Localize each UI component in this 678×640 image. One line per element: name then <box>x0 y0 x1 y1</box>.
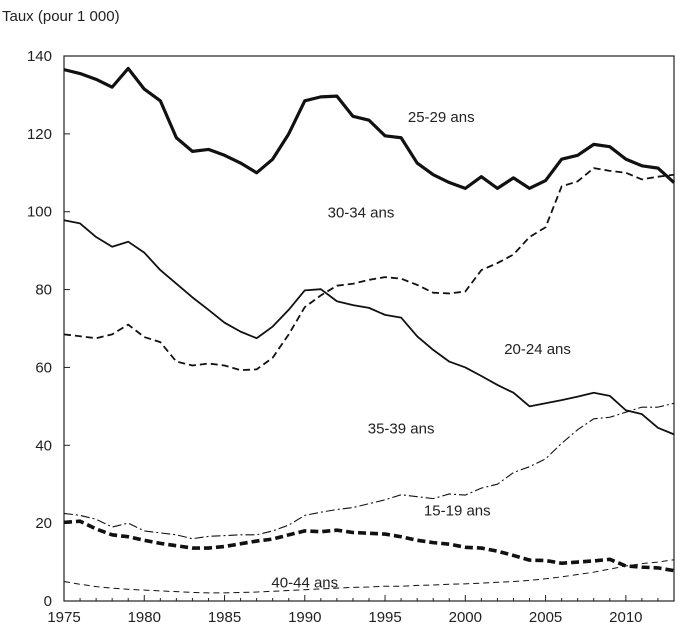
series-line-30-34-ans <box>63 167 675 372</box>
y-tick-label: 80 <box>35 282 52 299</box>
series-line-35-39-ans <box>63 402 675 540</box>
y-axis-title: Taux (pour 1 000) <box>2 8 120 25</box>
series-lines <box>63 66 676 594</box>
y-tick-label: 60 <box>35 359 52 376</box>
x-tick-label: 2000 <box>449 609 482 626</box>
y-tick-label: 120 <box>27 126 52 143</box>
series-label: 15-19 ans <box>424 502 491 519</box>
y-tick-label: 40 <box>35 437 52 454</box>
plot-frame <box>63 55 675 602</box>
y-tick-label: 100 <box>27 204 52 221</box>
x-tick-label: 2010 <box>609 609 642 626</box>
x-tick-label: 1990 <box>288 609 321 626</box>
series-line-15-19-ans <box>63 519 675 573</box>
series-label: 35-39 ans <box>368 421 435 438</box>
x-tick-label: 1985 <box>208 609 241 626</box>
series-labels: 25-29 ans 30-34 ans 20-24 ans 35-39 ans 15-1… <box>271 109 570 591</box>
series-line-40-44-ans <box>63 559 675 594</box>
series-label: 40-44 ans <box>271 574 338 591</box>
y-tick-label: 140 <box>27 48 52 65</box>
x-tick-label: 1995 <box>368 609 401 626</box>
x-tick-label: 1980 <box>128 609 161 626</box>
series-line-20-24-ans <box>63 219 675 436</box>
y-tick-label: 20 <box>35 515 52 532</box>
axes: 0 20 40 60 80 100 120 140 1975 1980 1985 1990 1995 20… <box>27 48 675 626</box>
x-tick-label: 2005 <box>529 609 562 626</box>
series-label: 20-24 ans <box>504 341 571 358</box>
series-label: 25-29 ans <box>408 109 475 126</box>
y-tick-label: 0 <box>44 593 52 610</box>
series-label: 30-34 ans <box>328 205 395 222</box>
x-tick-label: 1975 <box>47 609 80 626</box>
series-line-25-29-ans <box>63 66 676 190</box>
